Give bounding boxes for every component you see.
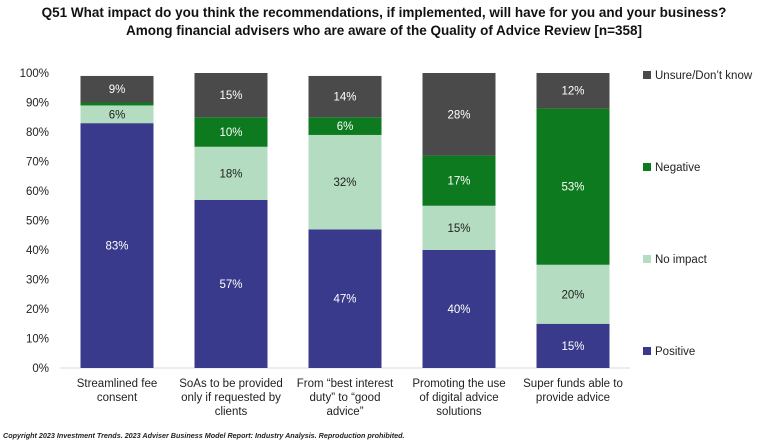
data-label: 18%: [219, 168, 242, 180]
y-tick-label: 80%: [26, 127, 49, 139]
title-line-2: Among financial advisers who are aware o…: [125, 23, 643, 38]
y-tick-label: 40%: [26, 245, 49, 257]
data-label: 6%: [109, 109, 126, 121]
x-category-label: clients: [215, 406, 248, 418]
x-category-label: of digital advice: [419, 392, 498, 404]
data-label: 6%: [337, 121, 354, 133]
bar-segment-no-impact: [80, 105, 154, 124]
bar-segment-negative: [536, 108, 610, 265]
y-tick-label: 0%: [32, 363, 49, 375]
x-category-label: From “best interest: [297, 378, 394, 390]
bar-segment-positive: [194, 199, 268, 368]
y-tick-label: 50%: [26, 216, 49, 228]
x-category-label: Super funds able to: [523, 378, 623, 390]
data-label: 40%: [447, 304, 470, 316]
data-label: 17%: [447, 176, 470, 188]
bar-segment-no-impact: [194, 146, 268, 200]
x-category-label: SoAs to be provided: [179, 378, 283, 390]
bar-segment-positive: [80, 123, 154, 369]
data-label: 12%: [561, 86, 584, 98]
bar-segment-no-impact: [308, 134, 382, 230]
copyright-note: Copyright 2023 Investment Trends. 2023 A…: [3, 431, 405, 440]
x-category-label: solutions: [436, 406, 482, 418]
bar-segment-negative: [308, 117, 382, 135]
data-label: 10%: [219, 127, 242, 139]
x-category-label: consent: [97, 392, 138, 404]
bar-segment-negative: [194, 117, 268, 147]
data-label: 20%: [561, 289, 584, 301]
chart-title: Q51 What impact do you think the recomme…: [0, 4, 768, 40]
legend-label: No impact: [655, 254, 708, 266]
y-tick-label: 70%: [26, 157, 49, 169]
bar-segment-unsure-don-t-know: [80, 75, 154, 103]
legend-label: Positive: [655, 346, 695, 358]
legend-label: Unsure/Don’t know: [655, 70, 753, 82]
bar-segment-unsure-don-t-know: [308, 75, 382, 118]
x-category-label: duty” to “good: [310, 392, 381, 404]
data-label: 14%: [333, 92, 356, 104]
legend-swatch: [643, 255, 651, 263]
data-label: 9%: [109, 84, 126, 96]
y-tick-label: 10%: [26, 334, 49, 346]
data-label: 28%: [447, 109, 470, 121]
y-tick-label: 90%: [26, 98, 49, 110]
bar-segment-negative: [422, 155, 496, 206]
data-label: 15%: [561, 341, 584, 353]
bar-segment-positive: [308, 229, 382, 368]
bar-segment-unsure-don-t-know: [536, 73, 610, 109]
legend-swatch: [643, 163, 651, 171]
title-line-1: Q51 What impact do you think the recomme…: [41, 5, 727, 20]
y-tick-label: 30%: [26, 275, 49, 287]
legend-swatch: [643, 347, 651, 355]
x-category-label: Streamlined fee: [77, 378, 158, 390]
bar-segment-unsure-don-t-know: [422, 73, 496, 156]
data-label: 57%: [219, 279, 242, 291]
bar-segment-unsure-don-t-know: [194, 73, 268, 118]
data-label: 47%: [333, 294, 356, 306]
data-label: 15%: [219, 90, 242, 102]
bar-segment-no-impact: [422, 205, 496, 250]
bar-segment-positive: [422, 250, 496, 368]
x-category-label: Promoting the use: [412, 378, 505, 390]
data-label: 83%: [105, 241, 128, 253]
y-tick-label: 100%: [20, 68, 49, 80]
bar-segment-positive: [536, 323, 610, 368]
data-label: 32%: [333, 177, 356, 189]
bar-segment-no-impact: [536, 264, 610, 324]
x-category-label: only if requested by: [181, 392, 281, 404]
x-category-label: provide advice: [536, 392, 610, 404]
x-category-label: advice”: [326, 406, 363, 418]
bar-segment-negative: [80, 102, 154, 106]
legend-swatch: [643, 71, 651, 79]
legend-label: Negative: [655, 162, 700, 174]
data-label: 15%: [447, 223, 470, 235]
y-tick-label: 60%: [26, 186, 49, 198]
data-label: 53%: [561, 182, 584, 194]
y-tick-label: 20%: [26, 304, 49, 316]
